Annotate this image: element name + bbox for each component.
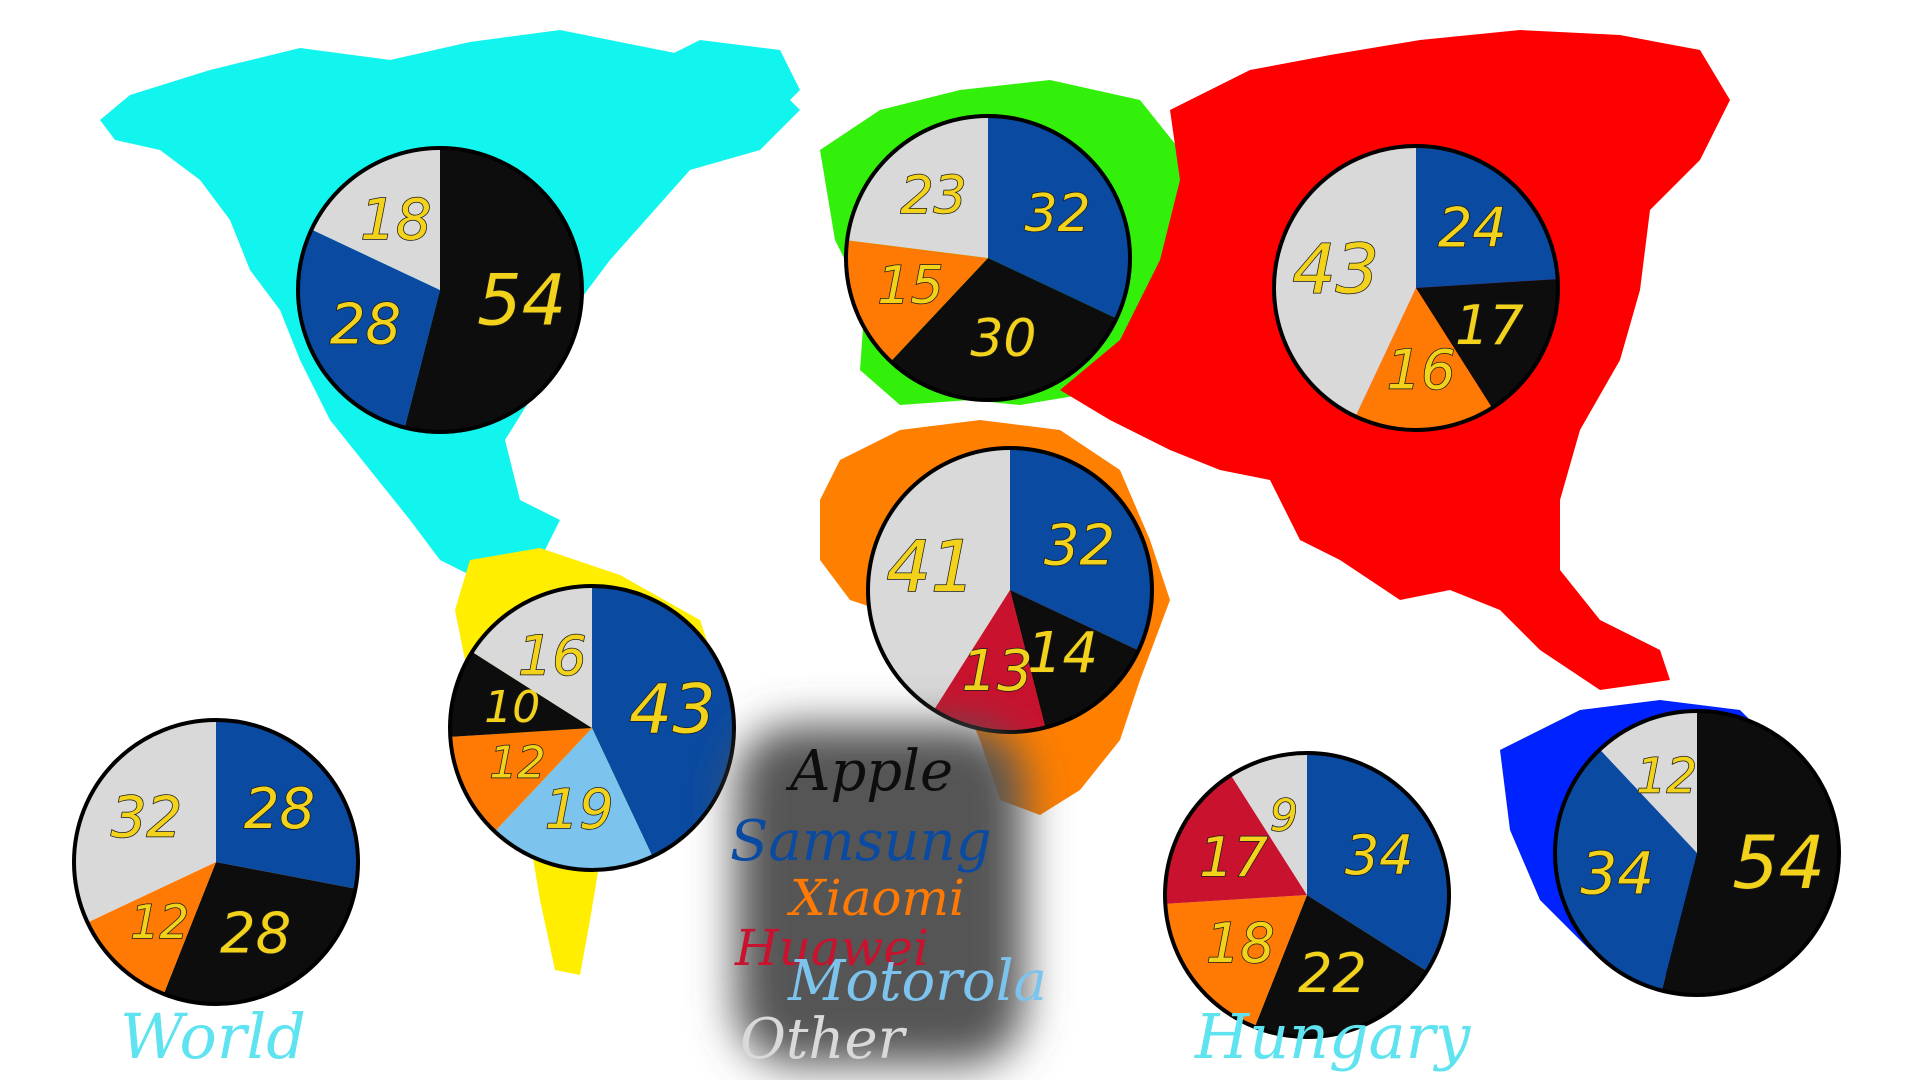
legend-item-apple: Apple [785,739,953,804]
pie-value-label: 54 [477,259,566,341]
pie-europe: 32 30 15 23 [844,114,1132,402]
pie-value-label: 30 [970,309,1036,369]
pie-slice-other [472,586,592,728]
pie-slice-samsung [1554,749,1697,991]
pie-value-label: 28 [244,777,315,842]
pie-slice-motorola [494,728,653,870]
pie-value-label: 41 [886,526,975,608]
pie-value-label: 22 [1298,942,1367,1005]
pie-outline [844,114,1132,402]
pie-outline [1553,709,1841,997]
pie-slice-apple [1416,279,1558,408]
pie-value-label: 43 [1292,231,1379,310]
pie-value-label: 24 [1438,196,1507,259]
pie-slice-xiaomi [87,862,216,995]
pie-value-label: 34 [1345,824,1414,887]
pie-value-label: 23 [900,166,966,226]
pie-slice-apple [1254,895,1427,1037]
pie-slice-apple [890,258,1117,401]
pie-value-label: 13 [961,639,1032,704]
pie-outline [72,718,360,1006]
pie-value-label: 16 [1387,339,1456,402]
pie-slice-other [1230,753,1307,895]
pie-slice-xiaomi [1355,288,1493,430]
pie-value-label: 32 [1044,513,1115,578]
pie-outline [1163,751,1451,1039]
pie-slice-huawei [1165,775,1307,904]
pie-slice-xiaomi [846,240,988,362]
caption-hungary: Hungary [1194,1000,1471,1073]
legend-item-motorola: Motorola [787,949,1047,1014]
pie-value-label: 32 [1024,184,1090,244]
pie-outline [1272,144,1560,432]
pie-value-label: 14 [1027,621,1098,686]
pie-slice-other [1273,146,1416,417]
pie-outline [448,584,736,872]
pie-value-label: 54 [1732,821,1825,906]
pie-north-america: 54 28 18 [296,146,584,434]
pie-oceania: 54 34 12 [1553,709,1841,997]
continent-greenland [640,40,800,140]
pie-world: 28 28 12 32 [72,718,360,1006]
pie-value-label: 12 [130,895,189,949]
pie-value-label: 28 [220,902,291,967]
pie-value-label: 32 [111,785,182,850]
pie-value-label: 16 [518,624,587,687]
legend-item-huawei: Huawei [734,919,929,977]
pie-outline [296,146,584,434]
pie-value-label: 12 [489,738,545,789]
pie-slice-apple [450,651,592,737]
pie-slice-apple [1661,711,1839,995]
pie-value-label: 12 [1636,748,1697,804]
pie-outline [866,446,1154,734]
legend-item-samsung: Samsung [730,809,992,874]
pie-value-label: 15 [877,256,943,316]
pie-slice-apple [404,148,582,432]
pie-slice-samsung [297,229,440,428]
pie-value-label: 17 [1199,826,1268,889]
pie-slice-xiaomi [1165,895,1307,1028]
pie-slice-xiaomi [450,728,592,832]
pie-slice-other [847,116,988,258]
legend-item-xiaomi: Xiaomi [786,869,965,927]
pie-slice-samsung [1307,753,1449,972]
pie-value-label: 43 [629,671,716,750]
legend-item-other: Other [740,1007,908,1072]
pie-slice-other [867,448,1010,710]
pie-hungary: 34 22 18 179 [1163,751,1451,1039]
pie-slice-other [311,148,440,290]
pie-slice-samsung [592,586,734,857]
pie-slice-samsung [1416,146,1558,288]
pie-value-label: 17 [1455,294,1524,357]
pie-value-label: 18 [1206,912,1275,975]
pie-slice-samsung [216,720,359,889]
pie-slice-other [1599,710,1697,853]
pie-value-label: 28 [330,293,401,358]
pie-value-label: 10 [484,682,540,733]
pie-value-label: 19 [545,778,614,841]
pie-value-label: 18 [360,188,431,253]
pie-value-label: 34 [1580,839,1654,907]
legend-glow [735,725,1025,1065]
caption-world: World [120,1000,306,1073]
pie-value-label: 9 [1270,790,1298,841]
pie-slice-huawei [933,590,1046,732]
